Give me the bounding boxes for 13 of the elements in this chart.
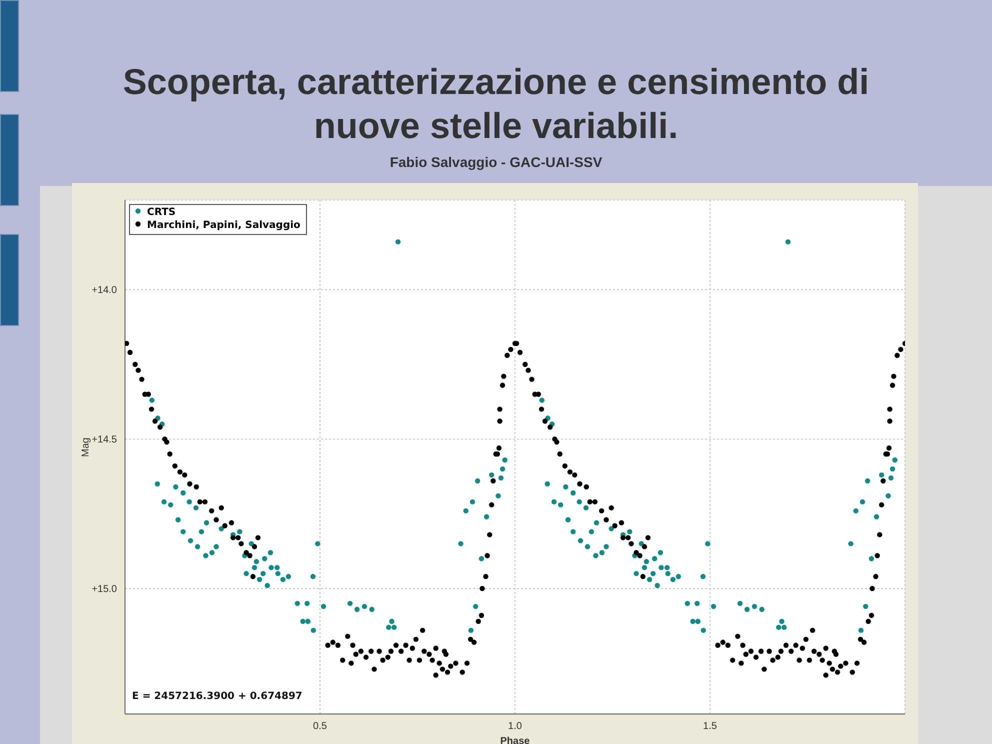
x-tick-label: 1.5	[703, 721, 718, 732]
legend-label: Marchini, Papini, Salvaggio	[146, 219, 300, 232]
y-tick-label: +14.0	[92, 285, 118, 296]
chart-subtitle: Fabio Salvaggio - GAC-UAI-SSV	[388, 154, 604, 170]
x-tick-label: 1.0	[508, 721, 522, 732]
x-tick-label: 0.5	[313, 721, 328, 732]
legend-label: CRTS	[146, 206, 177, 219]
x-axis-title: Phase	[500, 736, 530, 744]
chart-title: Scoperta, caratterizzazione e censimento di nuove stelle variabili.	[122, 60, 870, 148]
y-tick-label: +14.5	[92, 434, 118, 446]
y-axis-title: Mag	[80, 438, 92, 457]
annotation: E = 2457216.3900 + 0.674897	[132, 691, 302, 702]
y-tick-label: +15.0	[92, 584, 118, 596]
